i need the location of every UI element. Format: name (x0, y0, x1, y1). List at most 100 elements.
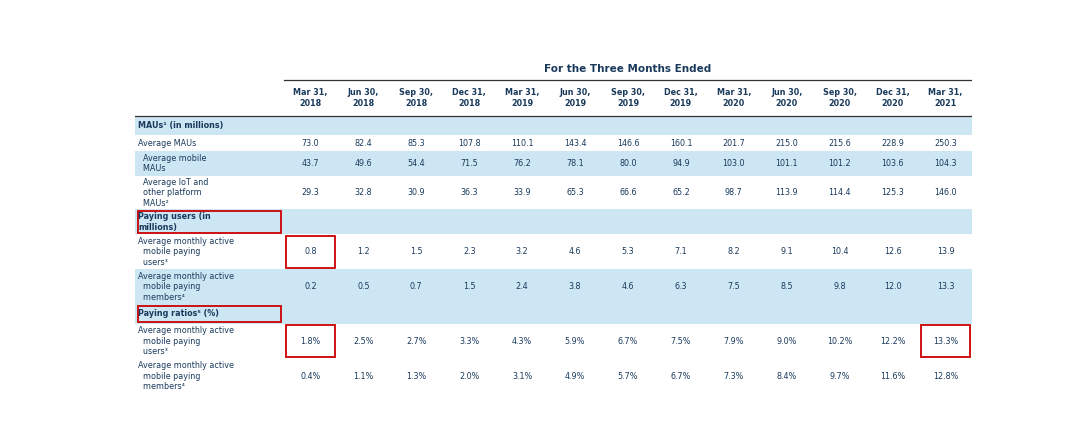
Text: 113.9: 113.9 (775, 188, 798, 197)
Text: 9.1: 9.1 (781, 248, 793, 256)
Text: 228.9: 228.9 (881, 139, 904, 148)
Text: 7.5%: 7.5% (671, 337, 691, 346)
Text: 7.3%: 7.3% (724, 372, 744, 380)
Text: 1.2: 1.2 (357, 248, 369, 256)
Text: 49.6: 49.6 (354, 159, 373, 168)
Text: 5.9%: 5.9% (565, 337, 585, 346)
Text: 2.7%: 2.7% (406, 337, 427, 346)
Text: Average monthly active
  mobile paying
  users³: Average monthly active mobile paying use… (138, 326, 234, 356)
Text: 103.0: 103.0 (723, 159, 745, 168)
Text: 76.2: 76.2 (513, 159, 531, 168)
Text: 250.3: 250.3 (934, 139, 957, 148)
Text: 1.3%: 1.3% (406, 372, 427, 380)
Bar (137, 211, 282, 233)
Text: 13.3%: 13.3% (933, 337, 958, 346)
Text: Jun 30,
2019: Jun 30, 2019 (559, 88, 591, 108)
Bar (135, 79, 972, 116)
Text: Dec 31,
2020: Dec 31, 2020 (876, 88, 909, 108)
Text: 8.2: 8.2 (728, 248, 740, 256)
Text: Mar 31,
2018: Mar 31, 2018 (294, 88, 327, 108)
Text: 36.3: 36.3 (460, 188, 478, 197)
Text: 201.7: 201.7 (723, 139, 745, 148)
Text: 104.3: 104.3 (934, 159, 957, 168)
Text: 78.1: 78.1 (566, 159, 584, 168)
Text: 1.8%: 1.8% (300, 337, 321, 346)
Bar (921, 325, 970, 357)
Text: 3.1%: 3.1% (512, 372, 532, 380)
Text: 7.5: 7.5 (728, 282, 740, 291)
Text: For the Three Months Ended: For the Three Months Ended (544, 64, 712, 74)
Text: 5.3: 5.3 (622, 248, 634, 256)
Text: 0.8: 0.8 (305, 248, 316, 256)
Text: 0.7: 0.7 (410, 282, 422, 291)
Text: 94.9: 94.9 (672, 159, 690, 168)
Text: 10.2%: 10.2% (827, 337, 852, 346)
Bar (135, 209, 972, 235)
Text: 125.3: 125.3 (881, 188, 904, 197)
Text: 7.9%: 7.9% (724, 337, 744, 346)
Text: Sep 30,
2020: Sep 30, 2020 (823, 88, 856, 108)
Bar (137, 306, 282, 322)
Bar (135, 59, 972, 79)
Text: 29.3: 29.3 (301, 188, 320, 197)
Text: 54.4: 54.4 (407, 159, 426, 168)
Text: 12.0: 12.0 (883, 282, 902, 291)
Text: 82.4: 82.4 (354, 139, 373, 148)
Bar (135, 324, 972, 359)
Text: 107.8: 107.8 (458, 139, 481, 148)
Text: 98.7: 98.7 (725, 188, 743, 197)
Text: 73.0: 73.0 (301, 139, 320, 148)
Text: Mar 31,
2021: Mar 31, 2021 (929, 88, 962, 108)
Text: Paying ratios⁵ (%): Paying ratios⁵ (%) (138, 310, 219, 318)
Text: 146.6: 146.6 (617, 139, 639, 148)
Text: 103.6: 103.6 (881, 159, 904, 168)
Text: Average monthly active
  mobile paying
  members⁴: Average monthly active mobile paying mem… (138, 272, 234, 301)
Text: 13.3: 13.3 (936, 282, 955, 291)
Text: 12.6: 12.6 (883, 248, 902, 256)
Text: Average monthly active
  mobile paying
  users³: Average monthly active mobile paying use… (138, 237, 234, 267)
Text: 3.2: 3.2 (516, 248, 528, 256)
Bar (285, 236, 335, 268)
Text: 6.7%: 6.7% (671, 372, 691, 380)
Text: Dec 31,
2018: Dec 31, 2018 (453, 88, 486, 108)
Text: MAUs¹ (in millions): MAUs¹ (in millions) (138, 121, 224, 130)
Bar (135, 359, 972, 393)
Text: 114.4: 114.4 (828, 188, 851, 197)
Text: 2.4: 2.4 (516, 282, 528, 291)
Text: 85.3: 85.3 (407, 139, 426, 148)
Text: 13.9: 13.9 (936, 248, 955, 256)
Text: 32.8: 32.8 (354, 188, 373, 197)
Text: Average mobile
  MAUs: Average mobile MAUs (138, 153, 206, 173)
Text: Jun 30,
2020: Jun 30, 2020 (771, 88, 802, 108)
Bar (135, 136, 972, 151)
Text: Dec 31,
2019: Dec 31, 2019 (664, 88, 698, 108)
Text: 4.6: 4.6 (569, 248, 581, 256)
Text: 0.5: 0.5 (357, 282, 369, 291)
Bar (135, 269, 972, 304)
Text: 12.2%: 12.2% (880, 337, 905, 346)
Bar (135, 304, 972, 324)
Text: 101.2: 101.2 (828, 159, 851, 168)
Text: 0.4%: 0.4% (300, 372, 321, 380)
Text: 66.6: 66.6 (619, 188, 637, 197)
Text: 8.5: 8.5 (781, 282, 793, 291)
Text: 7.1: 7.1 (675, 248, 687, 256)
Text: 8.4%: 8.4% (777, 372, 797, 380)
Text: 33.9: 33.9 (513, 188, 531, 197)
Text: 101.1: 101.1 (775, 159, 798, 168)
Text: 143.4: 143.4 (564, 139, 586, 148)
Text: Average monthly active
  mobile paying
  members⁴: Average monthly active mobile paying mem… (138, 361, 234, 391)
Text: 12.8%: 12.8% (933, 372, 958, 380)
Text: 6.7%: 6.7% (618, 337, 638, 346)
Text: 110.1: 110.1 (511, 139, 534, 148)
Text: 9.7%: 9.7% (829, 372, 850, 380)
Text: Sep 30,
2019: Sep 30, 2019 (611, 88, 645, 108)
Text: Sep 30,
2018: Sep 30, 2018 (400, 88, 433, 108)
Text: Paying users (in
millions): Paying users (in millions) (138, 212, 211, 231)
Text: Mar 31,
2019: Mar 31, 2019 (505, 88, 539, 108)
Text: 80.0: 80.0 (619, 159, 637, 168)
Text: 65.2: 65.2 (672, 188, 690, 197)
Text: 146.0: 146.0 (934, 188, 957, 197)
Text: Average MAUs: Average MAUs (138, 139, 197, 148)
Text: Average IoT and
  other platform
  MAUs²: Average IoT and other platform MAUs² (138, 178, 208, 207)
